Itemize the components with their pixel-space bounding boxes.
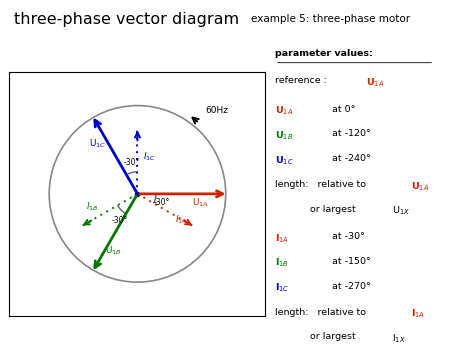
Text: at -240°: at -240° [329, 154, 371, 163]
Text: I$_{1C}$: I$_{1C}$ [143, 151, 156, 163]
Text: I$_{1C}$: I$_{1C}$ [275, 281, 290, 294]
Text: I$_{1B}$: I$_{1B}$ [86, 201, 99, 213]
Text: parameter values:: parameter values: [275, 49, 373, 58]
Text: U$_{1C}$: U$_{1C}$ [275, 154, 293, 167]
Text: three-phase vector diagram: three-phase vector diagram [14, 12, 239, 27]
Text: at -120°: at -120° [329, 130, 371, 139]
Text: -30°: -30° [124, 158, 140, 167]
Text: U$_{1C}$: U$_{1C}$ [89, 138, 106, 150]
Text: at -30°: at -30° [329, 232, 365, 241]
Text: 60Hz: 60Hz [205, 106, 228, 115]
Text: reference :: reference : [275, 76, 330, 85]
Text: U$_{1X}$: U$_{1X}$ [392, 205, 410, 218]
Text: example 5: three-phase motor: example 5: three-phase motor [251, 14, 410, 24]
Text: at -270°: at -270° [329, 281, 371, 290]
Text: U$_{1A}$: U$_{1A}$ [366, 76, 384, 89]
Text: or largest: or largest [310, 205, 359, 214]
Text: at 0°: at 0° [329, 105, 356, 114]
Text: length:   relative to: length: relative to [275, 180, 369, 189]
Text: I$_{1A}$: I$_{1A}$ [174, 213, 187, 225]
Text: I$_{1X}$: I$_{1X}$ [392, 332, 405, 345]
Text: I$_{1A}$: I$_{1A}$ [275, 232, 289, 244]
Text: I$_{1B}$: I$_{1B}$ [275, 257, 289, 269]
Text: -30°: -30° [111, 216, 128, 225]
Text: U$_{1B}$: U$_{1B}$ [105, 244, 122, 257]
Text: U$_{1A}$: U$_{1A}$ [192, 196, 209, 209]
Text: U$_{1A}$: U$_{1A}$ [411, 180, 429, 193]
Text: U$_{1B}$: U$_{1B}$ [275, 130, 293, 142]
Text: -30°: -30° [154, 198, 170, 208]
Text: length:   relative to: length: relative to [275, 308, 369, 317]
Text: or largest: or largest [310, 332, 359, 341]
Text: I$_{1A}$: I$_{1A}$ [411, 308, 425, 320]
Text: at -150°: at -150° [329, 257, 371, 266]
Text: U$_{1A}$: U$_{1A}$ [275, 105, 293, 117]
